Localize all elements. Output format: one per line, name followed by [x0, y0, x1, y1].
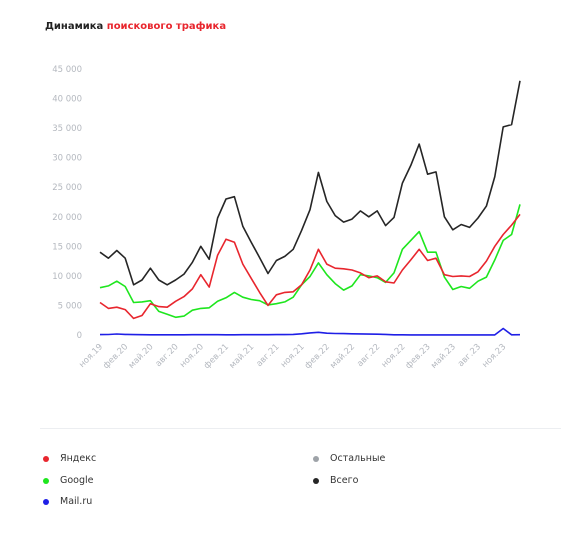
chart-title: Динамика поискового трафика: [45, 21, 226, 32]
x-tick-label: ноя.21: [279, 342, 307, 370]
series-line-Google: [99, 204, 521, 319]
legend-label-other: Остальные: [330, 453, 386, 464]
x-tick-label: авг.22: [355, 342, 382, 369]
x-tick-label: фев.22: [303, 342, 332, 371]
x-tick-label: авг.23: [456, 342, 483, 369]
legend-dot-google: [43, 477, 49, 484]
x-axis: ноя.19фев.20май.20авг.20ноя.20фев.21май.…: [77, 342, 508, 371]
legend-dot-mailru: [43, 498, 49, 505]
y-axis: 0 5 000 10 000 15 000 20 000 25 000 30 000 35 0…: [52, 65, 82, 341]
legend-item-mailru[interactable]: Mail.ru: [43, 496, 92, 507]
x-tick-label: май.20: [127, 342, 156, 371]
legend-dot-total: [313, 477, 319, 484]
series-line-Яндекс: [99, 213, 521, 320]
x-tick-label: фев.20: [101, 342, 130, 371]
chart-title-main: Динамика: [45, 21, 104, 32]
y-tick-label: 30 000: [52, 154, 82, 164]
series-line-Всего: [99, 80, 521, 286]
x-tick-label: май.23: [429, 342, 458, 371]
x-tick-label: фев.23: [404, 342, 433, 371]
y-tick-label: 15 000: [52, 242, 82, 252]
x-tick-label: ноя.19: [77, 342, 105, 370]
x-tick-label: ноя.20: [178, 342, 206, 370]
series-lines: [99, 80, 521, 336]
legend-dot-other: [313, 455, 319, 462]
legend-item-yandex[interactable]: Яндекс: [43, 453, 96, 464]
chart-title-accent: поискового трафика: [106, 21, 227, 32]
y-tick-label: 20 000: [52, 213, 82, 223]
y-tick-label: 45 000: [52, 65, 82, 75]
x-tick-label: ноя.22: [380, 342, 408, 370]
legend-label-yandex: Яндекс: [60, 453, 97, 464]
series-line-Mail.ru: [99, 327, 521, 336]
x-tick-label: май.22: [328, 342, 357, 371]
x-tick-label: авг.21: [255, 342, 282, 369]
legend-item-google[interactable]: Google: [43, 475, 94, 486]
x-tick-label: май.21: [228, 342, 257, 371]
legend-label-mailru: Mail.ru: [60, 496, 93, 507]
y-tick-label: 5 000: [58, 301, 82, 311]
y-tick-label: 25 000: [52, 183, 82, 193]
x-tick-label: авг.20: [154, 342, 181, 369]
legend-label-google: Google: [60, 475, 94, 486]
legend-item-total[interactable]: Всего: [313, 475, 358, 486]
y-tick-label: 35 000: [52, 124, 82, 134]
legend-dot-yandex: [43, 455, 49, 462]
y-tick-label: 0: [77, 331, 82, 341]
y-tick-label: 40 000: [52, 95, 82, 105]
legend-label-total: Всего: [330, 475, 359, 486]
legend-divider: [40, 428, 561, 429]
legend-item-other[interactable]: Остальные: [313, 453, 385, 464]
x-tick-label: фев.21: [202, 342, 231, 371]
y-tick-label: 10 000: [52, 272, 82, 282]
x-tick-label: ноя.23: [480, 342, 508, 370]
line-chart: 0 5 000 10 000 15 000 20 000 25 000 30 000 35 0…: [52, 65, 521, 371]
